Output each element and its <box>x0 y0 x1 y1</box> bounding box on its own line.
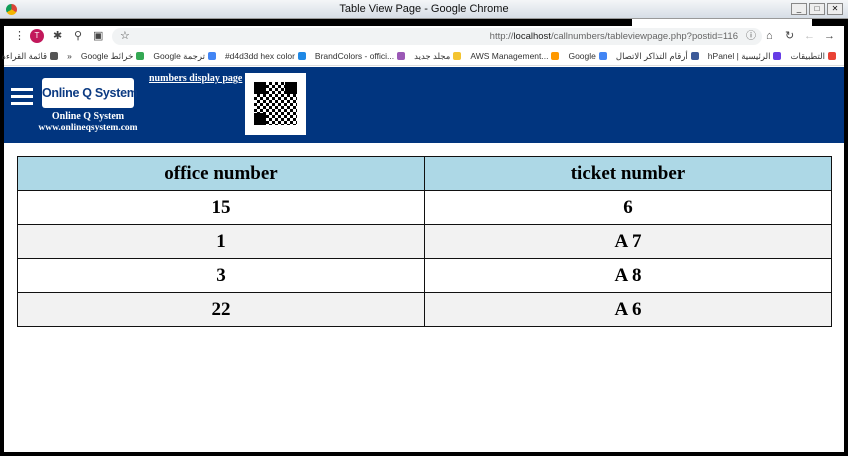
bookmark-label: Google ترجمة <box>153 51 205 61</box>
chrome-logo-icon <box>6 4 17 15</box>
bookmark-favicon-icon <box>551 52 560 60</box>
menu-icon[interactable]: ⋮ <box>14 30 25 42</box>
office-cell: 22 <box>17 292 425 327</box>
brand-name: Online Q System <box>51 111 125 122</box>
url-text: http://localhost/callnumbers/tableviewpa… <box>489 31 738 42</box>
bookmark-item[interactable]: Google <box>568 51 607 61</box>
active-tab[interactable] <box>632 19 812 26</box>
bookmark-item[interactable]: مجلد جديد <box>414 51 462 61</box>
bookmark-item[interactable]: قائمة القراءة <box>2 51 59 61</box>
maximize-button[interactable]: □ <box>809 3 825 15</box>
bookmark-label: #d4d3dd hex color <box>224 51 295 61</box>
back-icon[interactable]: ← <box>804 30 815 42</box>
bookmark-favicon-icon <box>397 52 406 60</box>
bookmark-label: Google <box>568 51 596 61</box>
home-icon[interactable]: ⌂ <box>766 30 773 42</box>
bookmark-label: مجلد جديد <box>414 51 451 61</box>
table-row: 15 6 <box>17 190 832 225</box>
bookmark-item[interactable]: #d4d3dd hex color <box>225 51 306 61</box>
bookmark-item[interactable]: hPanel | الرئيسية <box>708 51 782 61</box>
bookmark-favicon-icon <box>598 52 607 60</box>
bookmark-label: Google خرائط <box>80 51 134 61</box>
qr-code <box>245 73 306 135</box>
ticket-cell: A 7 <box>424 224 832 259</box>
ticket-cell: A 8 <box>424 258 832 293</box>
bookmark-item[interactable]: التطبيقات <box>790 51 836 61</box>
office-cell: 15 <box>17 190 425 225</box>
bookmark-label: » <box>67 51 72 61</box>
website-text: www.onlineqsystem.com <box>38 123 138 133</box>
bookmark-label: التطبيقات <box>790 51 825 61</box>
bookmark-item[interactable]: Google ترجمة <box>153 51 216 61</box>
minimize-button[interactable]: _ <box>791 3 807 15</box>
bookmark-favicon-icon <box>297 52 306 60</box>
pin-icon[interactable]: ⚲ <box>74 30 83 42</box>
ticket-cell: A 6 <box>424 292 832 327</box>
bookmark-star-icon[interactable]: ☆ <box>120 30 130 42</box>
column-header-office: office number <box>17 156 425 191</box>
profile-avatar[interactable]: T <box>30 29 44 43</box>
close-button[interactable]: ✕ <box>827 3 843 15</box>
site-logo[interactable]: Online Q System <box>42 78 138 108</box>
table-header-row: office number ticket number <box>17 156 832 191</box>
window-title-bar: Table View Page - Google Chrome _ □ ✕ <box>0 0 848 19</box>
pdf-extension-icon[interactable]: ▣ <box>93 30 104 42</box>
bookmark-item[interactable]: AWS Management... <box>470 51 560 61</box>
column-header-ticket: ticket number <box>424 156 832 191</box>
bookmark-item[interactable]: BrandColors - offici... <box>314 51 406 61</box>
table-row: 22 A 6 <box>17 292 832 327</box>
bookmark-favicon-icon <box>207 52 216 60</box>
window-title: Table View Page - Google Chrome <box>339 3 509 15</box>
bookmark-label: hPanel | الرئيسية <box>707 51 771 61</box>
numbers-display-link[interactable]: numbers display page <box>149 73 243 84</box>
bookmark-item[interactable]: » <box>67 51 72 61</box>
site-info-icon[interactable]: ⓘ <box>746 31 756 42</box>
forward-icon[interactable]: → <box>824 30 835 42</box>
address-bar[interactable]: ☆ http://localhost/callnumbers/tableview… <box>112 28 762 45</box>
office-cell: 3 <box>17 258 425 293</box>
tab-strip <box>4 19 844 26</box>
bookmark-label: AWS Management... <box>470 51 549 61</box>
bookmarks-bar: التطبيقات hPanel | الرئيسية أرقام التذاكر … <box>2 47 844 66</box>
hamburger-menu-icon[interactable] <box>11 88 33 105</box>
reload-icon[interactable]: ↻ <box>785 30 795 42</box>
site-header: Online Q System Online Q System www.onli… <box>4 67 844 143</box>
bookmark-favicon-icon <box>50 52 59 60</box>
bookmark-favicon-icon <box>773 52 782 60</box>
browser-toolbar: ⋮ T ✱ ⚲ ▣ ☆ http://localhost/callnumbers… <box>4 26 844 47</box>
extensions-icon[interactable]: ✱ <box>53 30 63 42</box>
bookmark-favicon-icon <box>453 52 462 60</box>
bookmark-item[interactable]: Google خرائط <box>81 51 145 61</box>
bookmark-label: أرقام التذاكر الاتصال <box>615 51 688 61</box>
bookmark-favicon-icon <box>690 52 699 60</box>
bookmark-label: قائمة القراءة <box>1 51 48 61</box>
bookmark-favicon-icon <box>828 52 836 60</box>
bookmark-item[interactable]: أرقام التذاكر الاتصال <box>616 51 699 61</box>
office-cell: 1 <box>17 224 425 259</box>
ticket-cell: 6 <box>424 190 832 225</box>
bookmark-favicon-icon <box>136 52 145 60</box>
bookmark-label: BrandColors - offici... <box>314 51 395 61</box>
